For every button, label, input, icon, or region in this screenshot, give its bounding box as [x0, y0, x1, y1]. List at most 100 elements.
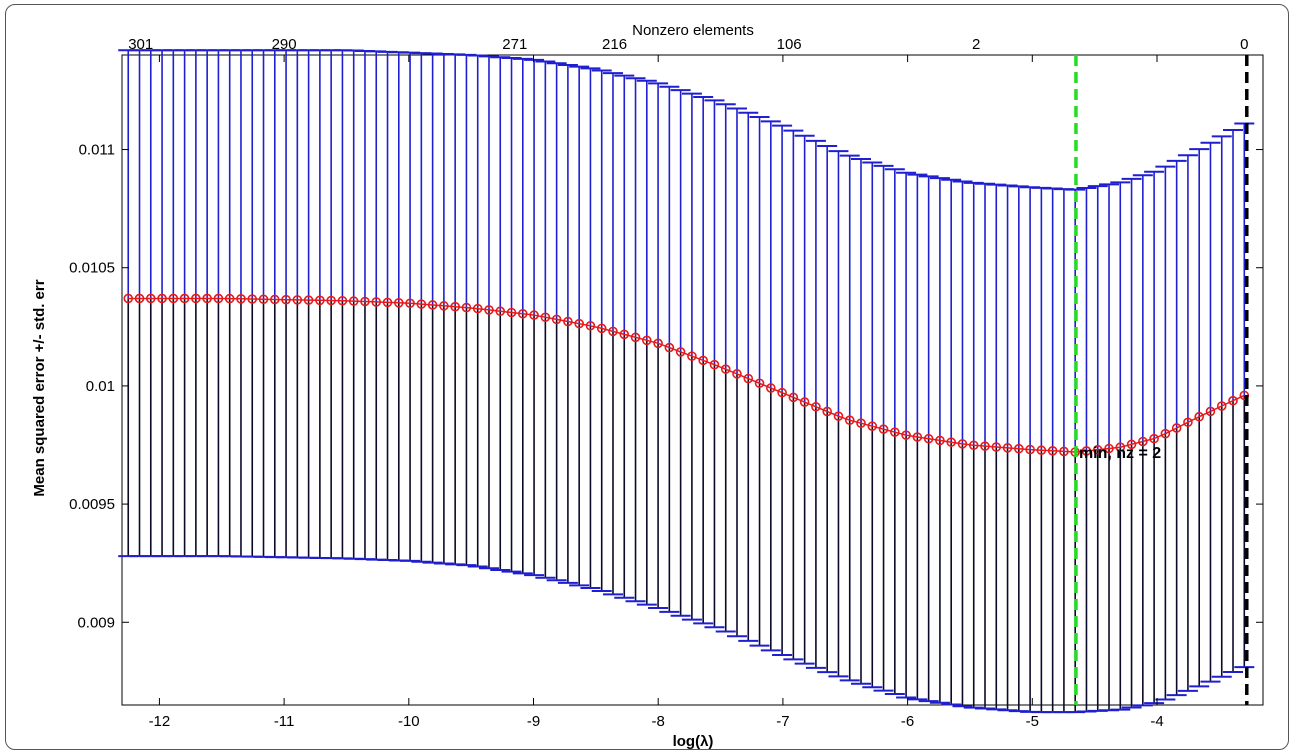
mean-point — [315, 295, 325, 306]
mean-point — [844, 415, 855, 425]
mean-point — [258, 294, 269, 305]
min-annotation: min, nz = 2 — [1079, 445, 1161, 462]
y-axis-label: Mean squared error +/- std. err — [31, 279, 48, 496]
error-bar — [760, 120, 781, 652]
mean-point — [675, 347, 686, 357]
mean-point — [269, 294, 280, 305]
mean-point — [1081, 446, 1092, 456]
mean-point — [687, 351, 697, 361]
error-bar — [1132, 174, 1153, 707]
error-bar — [726, 107, 747, 638]
error-bar — [1166, 159, 1187, 697]
mean-point — [281, 294, 291, 305]
mean-point — [1149, 433, 1159, 444]
x-axis-label: log(λ) — [673, 733, 714, 749]
mean-point — [630, 332, 641, 343]
error-bar — [456, 53, 477, 567]
y-tick-label: 0.0095 — [69, 496, 115, 513]
mean-point — [393, 298, 404, 308]
error-bar — [693, 96, 714, 625]
error-bar — [952, 180, 973, 708]
mean-point — [653, 338, 663, 349]
mean-point — [1216, 401, 1227, 411]
mean-mse-line — [128, 297, 1245, 453]
mean-point — [901, 430, 911, 440]
mean-point — [923, 433, 934, 444]
error-bar — [1110, 181, 1131, 711]
chart-frame: Nonzero elements Mean squared error +/- … — [5, 4, 1289, 750]
error-bar — [569, 65, 590, 587]
error-bar — [591, 69, 612, 592]
top-axis-label: Nonzero elements — [632, 22, 754, 39]
error-bar — [1144, 170, 1165, 705]
mean-point — [856, 418, 866, 428]
mean-point — [529, 310, 539, 320]
mean-point — [1194, 411, 1205, 422]
x-tick-label: -4 — [1150, 713, 1163, 730]
mean-point — [551, 314, 562, 325]
mean-point — [1171, 423, 1182, 433]
error-bar — [941, 178, 962, 706]
mean-point — [416, 299, 427, 309]
mean-point — [439, 301, 449, 311]
error-bar — [1008, 185, 1029, 713]
y-tick-label: 0.009 — [77, 614, 115, 631]
mean-point — [664, 342, 675, 353]
mean-point — [540, 312, 551, 323]
mean-point — [754, 378, 765, 389]
mean-point — [1205, 406, 1216, 417]
mean-point — [292, 295, 303, 305]
error-bar — [929, 177, 950, 704]
mean-point — [371, 297, 382, 307]
mean-point — [968, 440, 979, 451]
mean-point — [980, 441, 990, 451]
mean-point — [1025, 444, 1035, 455]
top-tick-label: 0 — [1240, 36, 1248, 53]
top-tick-label: 301 — [128, 36, 153, 53]
error-bars — [118, 49, 1255, 714]
error-bar — [670, 89, 691, 617]
mean-point — [506, 307, 517, 318]
error-bar — [636, 79, 657, 606]
mean-point — [619, 329, 630, 340]
mean-point — [405, 298, 415, 309]
error-bar — [839, 154, 860, 682]
mean-point — [1228, 395, 1238, 406]
error-bar — [794, 134, 815, 665]
mean-point — [518, 308, 528, 319]
mean-point — [1002, 443, 1013, 453]
mean-point — [427, 300, 438, 310]
error-bar — [681, 92, 702, 621]
y-tick-label: 0.011 — [79, 142, 115, 159]
x-tick-label: -6 — [901, 713, 914, 730]
mean-point — [360, 296, 370, 307]
error-bar — [1189, 148, 1210, 688]
mean-point — [168, 293, 179, 304]
mean-point — [777, 387, 787, 398]
mean-point — [303, 295, 314, 305]
error-bar — [805, 139, 826, 669]
error-bar — [715, 103, 736, 633]
mean-point — [935, 435, 945, 446]
error-bar — [524, 58, 545, 577]
mean-point — [1115, 442, 1126, 452]
mean-point — [1104, 443, 1114, 454]
mean-point — [912, 432, 923, 442]
x-tick-label: -7 — [776, 713, 789, 730]
mean-point — [123, 293, 134, 304]
error-bar — [896, 171, 917, 699]
mean-point — [720, 364, 731, 374]
mean-point — [585, 320, 596, 331]
error-bar — [580, 67, 601, 589]
error-bar — [118, 49, 139, 558]
mean-point — [946, 437, 956, 447]
error-bar — [467, 54, 488, 568]
error-bar — [648, 82, 669, 610]
mean-point — [1036, 445, 1047, 456]
error-bar — [614, 74, 635, 599]
mean-point — [732, 369, 742, 379]
mean-point — [799, 397, 810, 407]
error-bar — [817, 145, 838, 674]
mean-point — [596, 323, 607, 334]
error-bar — [1234, 122, 1255, 669]
